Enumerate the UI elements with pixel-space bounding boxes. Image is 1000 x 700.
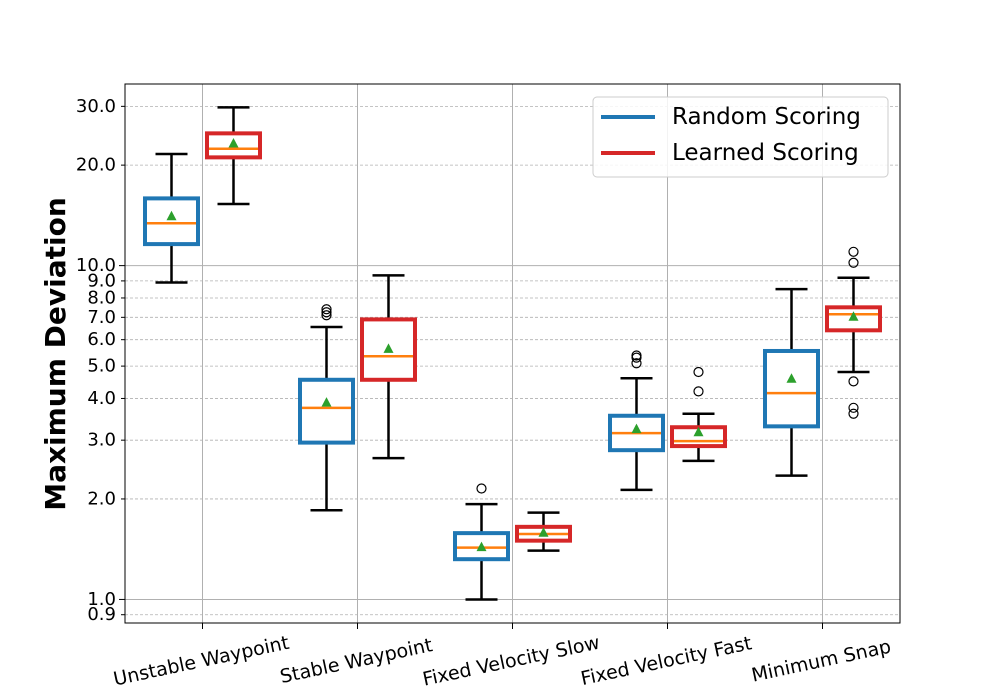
box-learned bbox=[825, 246, 882, 419]
outlier-point bbox=[631, 350, 642, 361]
y-tick-label: 20.0 bbox=[76, 155, 116, 176]
outlier-point bbox=[848, 257, 859, 268]
y-tick-label: 0.9 bbox=[87, 604, 116, 625]
y-tick-label: 30.0 bbox=[76, 96, 116, 117]
box-body bbox=[298, 377, 355, 445]
outlier-point bbox=[848, 408, 859, 419]
y-tick-label: 3.0 bbox=[87, 430, 116, 451]
y-tick-label: 5.0 bbox=[87, 356, 116, 377]
mean-marker bbox=[631, 423, 642, 434]
outlier-point bbox=[848, 376, 859, 387]
y-axis-title: Maximum Deviation bbox=[39, 197, 72, 511]
box-body bbox=[763, 348, 820, 429]
outlier-point bbox=[631, 358, 642, 369]
mean-marker bbox=[166, 210, 177, 221]
box-learned bbox=[670, 366, 727, 463]
x-tick-label: Fixed Velocity Fast bbox=[579, 632, 754, 690]
legend-frame bbox=[592, 96, 889, 178]
outlier-point bbox=[848, 402, 859, 413]
outlier-point bbox=[476, 483, 487, 494]
outlier-point bbox=[631, 352, 642, 363]
mean-marker bbox=[786, 373, 797, 383]
legend-label-learned: Learned Scoring bbox=[672, 140, 859, 166]
outlier-point bbox=[321, 304, 332, 315]
x-tick-label: Unstable Waypoint bbox=[111, 632, 291, 691]
x-tick-label: Stable Waypoint bbox=[278, 634, 434, 688]
mean-marker bbox=[848, 311, 859, 321]
boxes bbox=[143, 106, 882, 601]
y-tick-label: 4.0 bbox=[87, 388, 116, 409]
outlier-point bbox=[693, 386, 704, 397]
plot-frame bbox=[124, 83, 901, 624]
y-tick-label: 6.0 bbox=[87, 329, 116, 350]
y-tick-label: 1.0 bbox=[87, 589, 116, 610]
y-tick-label: 2.0 bbox=[87, 488, 116, 509]
mean-marker bbox=[228, 137, 239, 148]
outlier-point bbox=[693, 366, 704, 378]
box-random bbox=[453, 483, 510, 601]
outlier-point bbox=[848, 246, 859, 257]
mean-marker bbox=[383, 343, 394, 353]
mean-marker bbox=[538, 527, 549, 537]
x-tick-label: Minimum Snap bbox=[750, 636, 893, 687]
y-tick-label: 10.0 bbox=[76, 255, 116, 276]
y-tick-label: 9.0 bbox=[87, 270, 116, 291]
box-learned bbox=[205, 106, 262, 206]
legend-label-random: Random Scoring bbox=[672, 104, 861, 130]
outlier-point bbox=[321, 310, 332, 321]
mean-marker bbox=[321, 397, 332, 407]
x-tick-label: Fixed Velocity Slow bbox=[421, 632, 602, 691]
box-learned bbox=[515, 511, 572, 552]
y-tick-label: 7.0 bbox=[87, 307, 116, 328]
box-random bbox=[608, 350, 665, 492]
legend: Random Scoring Learned Scoring bbox=[592, 96, 889, 178]
mean-marker bbox=[476, 541, 487, 552]
box-random bbox=[763, 287, 820, 477]
box-random bbox=[298, 304, 355, 512]
outlier-point bbox=[321, 307, 332, 318]
y-tick-label: 8.0 bbox=[87, 287, 116, 308]
box-random bbox=[143, 152, 200, 284]
mean-marker bbox=[693, 426, 704, 437]
box-learned bbox=[360, 274, 417, 460]
box-body bbox=[143, 196, 200, 247]
